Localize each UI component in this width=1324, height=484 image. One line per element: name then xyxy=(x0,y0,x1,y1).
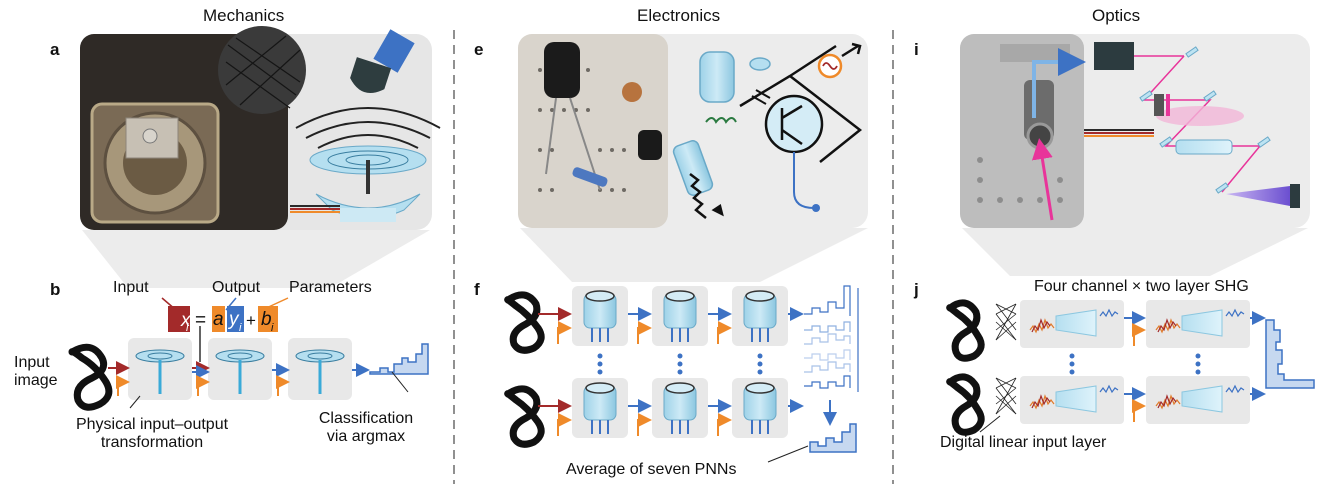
f-input-digit-top xyxy=(504,291,545,354)
eq-a: a xyxy=(213,309,224,330)
label-input: Input xyxy=(113,279,149,296)
panel-label-b: b xyxy=(50,280,61,299)
label-input-image-line2: image xyxy=(14,372,58,389)
j-dense-layer-top xyxy=(995,303,1017,341)
label-output: Output xyxy=(212,279,261,296)
label-average-pnns: Average of seven PNNs xyxy=(566,461,737,478)
param-b-box xyxy=(258,306,278,332)
panel-label-i: i xyxy=(914,40,919,59)
electronics-panel-f xyxy=(504,285,859,463)
column-title-optics: Optics xyxy=(1092,6,1141,25)
eq-x-sub: i xyxy=(186,322,189,334)
label-parameters: Parameters xyxy=(289,279,372,296)
optics-photo xyxy=(960,34,1084,228)
f-stacked-histograms xyxy=(804,285,859,392)
j-output-histogram xyxy=(1265,319,1315,389)
column-title-electronics: Electronics xyxy=(637,6,721,25)
label-classification-line1: Classification xyxy=(318,410,414,427)
eq-y-sub: i xyxy=(239,322,242,334)
device-box-3 xyxy=(288,338,352,400)
eq-b: b xyxy=(261,309,272,330)
j-input-digit-bottom xyxy=(946,373,985,436)
zoom-connector xyxy=(520,228,868,282)
zoom-connector xyxy=(82,230,430,288)
classification-histogram xyxy=(369,343,429,375)
f-device-row-bottom xyxy=(572,378,788,438)
column-title-mechanics: Mechanics xyxy=(203,6,285,25)
param-a-box xyxy=(212,306,225,332)
label-input-image-line1: Input xyxy=(14,354,50,371)
eq-equals: = xyxy=(195,310,206,331)
speaker-illustration xyxy=(290,29,441,222)
output-box xyxy=(227,306,244,332)
f-average-histogram xyxy=(809,423,857,453)
label-physical-line2: transformation xyxy=(100,434,204,451)
panel-label-f: f xyxy=(474,280,480,299)
j-ellipsis-dots xyxy=(1069,353,1201,375)
label-classification-line2: via argmax xyxy=(326,428,406,445)
j-dense-layer-bottom xyxy=(995,377,1017,415)
eq-b-sub: i xyxy=(271,322,274,334)
device-box-1 xyxy=(128,338,192,400)
input-box xyxy=(168,306,190,332)
panel-label-e: e xyxy=(474,40,484,59)
zoom-connector xyxy=(962,228,1308,276)
optics-panel-i xyxy=(960,34,1310,276)
j-input-digit-top xyxy=(946,299,985,362)
label-physical-line1: Physical input–output xyxy=(75,416,229,433)
input-digit-8 xyxy=(68,343,113,411)
optical-schematic xyxy=(1084,42,1300,208)
mechanics-panel-b xyxy=(68,297,429,411)
inductor-photo xyxy=(544,42,580,98)
j-shg-blocks xyxy=(1020,300,1250,424)
eq-plus: + xyxy=(246,311,256,330)
label-four-channel: Four channel × two layer SHG xyxy=(1034,278,1249,295)
circuit-schematic xyxy=(672,42,863,219)
label-digital-linear: Digital linear input layer xyxy=(940,434,1107,451)
mechanics-panel-a xyxy=(80,26,441,288)
optics-panel-j xyxy=(946,299,1315,436)
f-input-digit-bottom xyxy=(504,385,545,448)
eq-x: x xyxy=(180,310,192,331)
electronics-panel-e xyxy=(518,34,868,282)
panel-label-a: a xyxy=(50,40,60,59)
eq-y: y xyxy=(227,309,240,330)
f-device-row-top xyxy=(572,286,788,346)
f-ellipsis-dots xyxy=(597,353,763,375)
device-box-2 xyxy=(208,338,272,400)
panel-label-j: j xyxy=(914,280,919,299)
